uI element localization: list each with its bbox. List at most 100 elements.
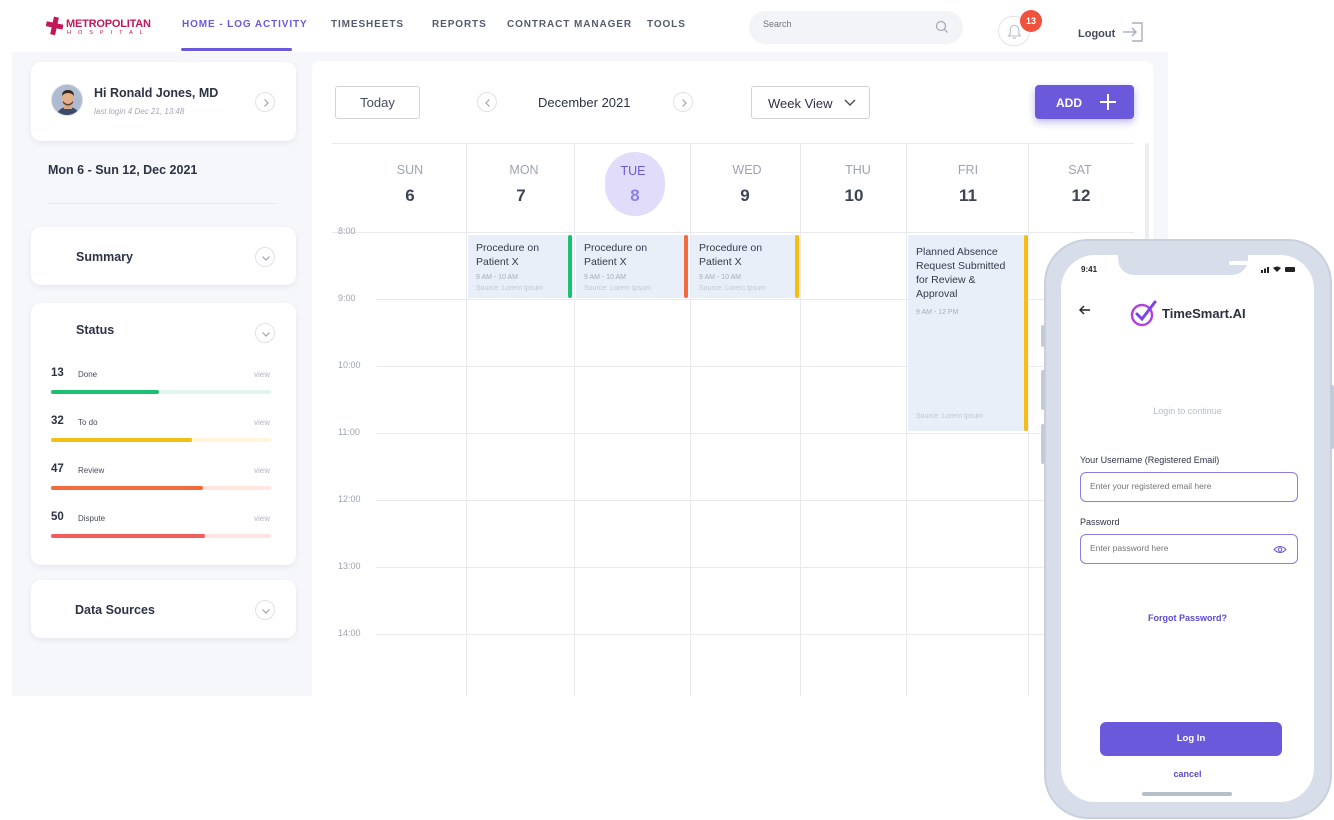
status-progress-fill [51, 438, 192, 442]
back-arrow-icon[interactable] [1079, 304, 1091, 316]
event-source: Source: Lorem Ipsum [916, 413, 983, 420]
day-number-sun[interactable]: 6 [405, 186, 415, 205]
phone-speaker [1229, 261, 1261, 265]
status-progress-fill [51, 390, 159, 394]
password-field[interactable] [1080, 534, 1298, 564]
day-number-wed[interactable]: 9 [740, 186, 750, 205]
phone-clock: 9:41 [1081, 265, 1098, 274]
greeting-text: Hi Ronald Jones, MD [94, 86, 219, 100]
search-icon[interactable] [935, 20, 949, 34]
username-input[interactable] [1090, 481, 1270, 491]
status-expand-button[interactable] [255, 323, 275, 343]
phone-side-button [1330, 385, 1334, 449]
summary-section[interactable]: Summary [31, 227, 296, 285]
today-highlight [605, 152, 665, 216]
phone-side-button [1041, 370, 1045, 410]
status-view-link[interactable]: view [254, 514, 271, 523]
event-source: Source: Lorem Ipsum [699, 285, 766, 292]
time-label: 13:00 [338, 561, 361, 571]
nav-timesheets[interactable]: TIMESHEETS [331, 19, 404, 30]
bell-icon [1007, 24, 1022, 39]
calendar-event-wed[interactable]: Procedure on Patient X 9 AM - 10 AM Sour… [691, 235, 800, 298]
data-sources-expand-button[interactable] [255, 600, 275, 620]
day-number-sat[interactable]: 12 [1071, 186, 1091, 205]
calendar-header-top-line [332, 143, 1134, 144]
view-selector[interactable]: Week View [751, 86, 870, 119]
week-date-range: Mon 6 - Sun 12, Dec 2021 [48, 163, 198, 177]
day-column-divider [574, 143, 575, 696]
nav-contract-manager[interactable]: CONTRACT MANAGER [507, 19, 632, 30]
day-column-divider [800, 143, 801, 696]
today-button[interactable]: Today [335, 86, 420, 119]
status-view-link[interactable]: view [254, 418, 271, 427]
status-view-link[interactable]: view [254, 370, 271, 379]
next-week-button[interactable] [673, 92, 693, 112]
day-number-mon[interactable]: 7 [516, 186, 526, 205]
status-label: Done [78, 370, 98, 379]
logout-icon[interactable] [1122, 21, 1144, 43]
cancel-link[interactable]: cancel [1173, 769, 1202, 779]
add-button[interactable]: ADD [1035, 85, 1134, 119]
day-number-tue[interactable]: 8 [630, 186, 640, 205]
eye-icon[interactable] [1273, 545, 1287, 554]
event-title: Procedure on Patient X [476, 242, 540, 268]
chevron-down-icon [262, 332, 270, 337]
event-time: 9 AM - 10 AM [699, 274, 742, 281]
status-label: Dispute [78, 514, 106, 523]
profile-open-button[interactable] [255, 92, 275, 112]
status-progress-track [51, 486, 271, 490]
event-status-bar [1024, 235, 1028, 431]
search-input[interactable] [763, 19, 923, 29]
sidebar-divider [48, 203, 277, 204]
login-button[interactable]: Log In [1100, 722, 1282, 756]
status-progress-fill [51, 486, 203, 490]
status-progress-track [51, 534, 271, 538]
chevron-down-icon [262, 609, 270, 614]
event-title: Procedure on Patient X [699, 242, 763, 268]
day-number-fri[interactable]: 11 [959, 186, 977, 205]
forgot-password-link[interactable]: Forgot Password? [1147, 613, 1227, 623]
status-icons [1261, 266, 1295, 273]
day-number-thu[interactable]: 10 [844, 186, 864, 205]
event-title: Planned Absence Request Submitted for Re… [916, 246, 1006, 300]
status-label: Review [78, 466, 105, 475]
status-progress-track [51, 390, 271, 394]
hour-line-10 [376, 366, 1134, 367]
time-label: 11:00 [338, 427, 360, 437]
hour-line-8 [332, 232, 1134, 233]
previous-week-button[interactable] [477, 92, 497, 112]
hospital-logo[interactable]: METROPOLITAN HOSPITAL [46, 16, 156, 38]
day-name-sat: SAT [1068, 163, 1092, 177]
nav-home-log-activity[interactable]: HOME - LOG ACTIVITY [182, 19, 308, 30]
event-time: 9 AM - 10 AM [476, 274, 519, 281]
status-label: To do [78, 418, 98, 427]
time-label: 14:00 [338, 628, 361, 638]
calendar-event-fri[interactable]: Planned Absence Request Submitted for Re… [908, 235, 1029, 431]
password-input[interactable] [1090, 543, 1270, 553]
plus-icon [1100, 94, 1116, 110]
search-box[interactable] [749, 11, 963, 44]
notification-count-badge: 13 [1020, 10, 1042, 32]
data-sources-section[interactable]: Data Sources [31, 580, 296, 638]
day-name-fri: FRI [957, 163, 979, 177]
calendar-event-tue[interactable]: Procedure on Patient X 9 AM - 10 AM Sour… [576, 235, 689, 298]
summary-title: Summary [76, 250, 133, 264]
logo-name: METROPOLITAN [66, 18, 151, 30]
event-source: Source: Lorem Ipsum [476, 285, 543, 292]
nav-reports[interactable]: REPORTS [432, 19, 487, 30]
calendar-event-mon[interactable]: Procedure on Patient X 9 AM - 10 AM Sour… [468, 235, 573, 298]
status-count: 32 [51, 415, 64, 427]
username-label: Your Username (Registered Email) [1080, 455, 1220, 465]
time-label: 12:00 [338, 494, 361, 504]
nav-tools[interactable]: TOOLS [647, 19, 686, 30]
summary-expand-button[interactable] [255, 247, 275, 267]
chevron-left-icon [485, 99, 490, 107]
logout-link[interactable]: Logout [1078, 28, 1116, 40]
hour-line-13 [376, 567, 1134, 568]
status-view-link[interactable]: view [254, 466, 271, 475]
day-name-mon: MON [509, 163, 539, 177]
data-sources-title: Data Sources [75, 603, 155, 617]
profile-card[interactable]: Hi Ronald Jones, MD last login 4 Dec 21,… [31, 62, 296, 141]
top-navigation-bar: METROPOLITAN HOSPITAL HOME - LOG ACTIVIT… [0, 0, 1168, 52]
username-field[interactable] [1080, 472, 1298, 502]
